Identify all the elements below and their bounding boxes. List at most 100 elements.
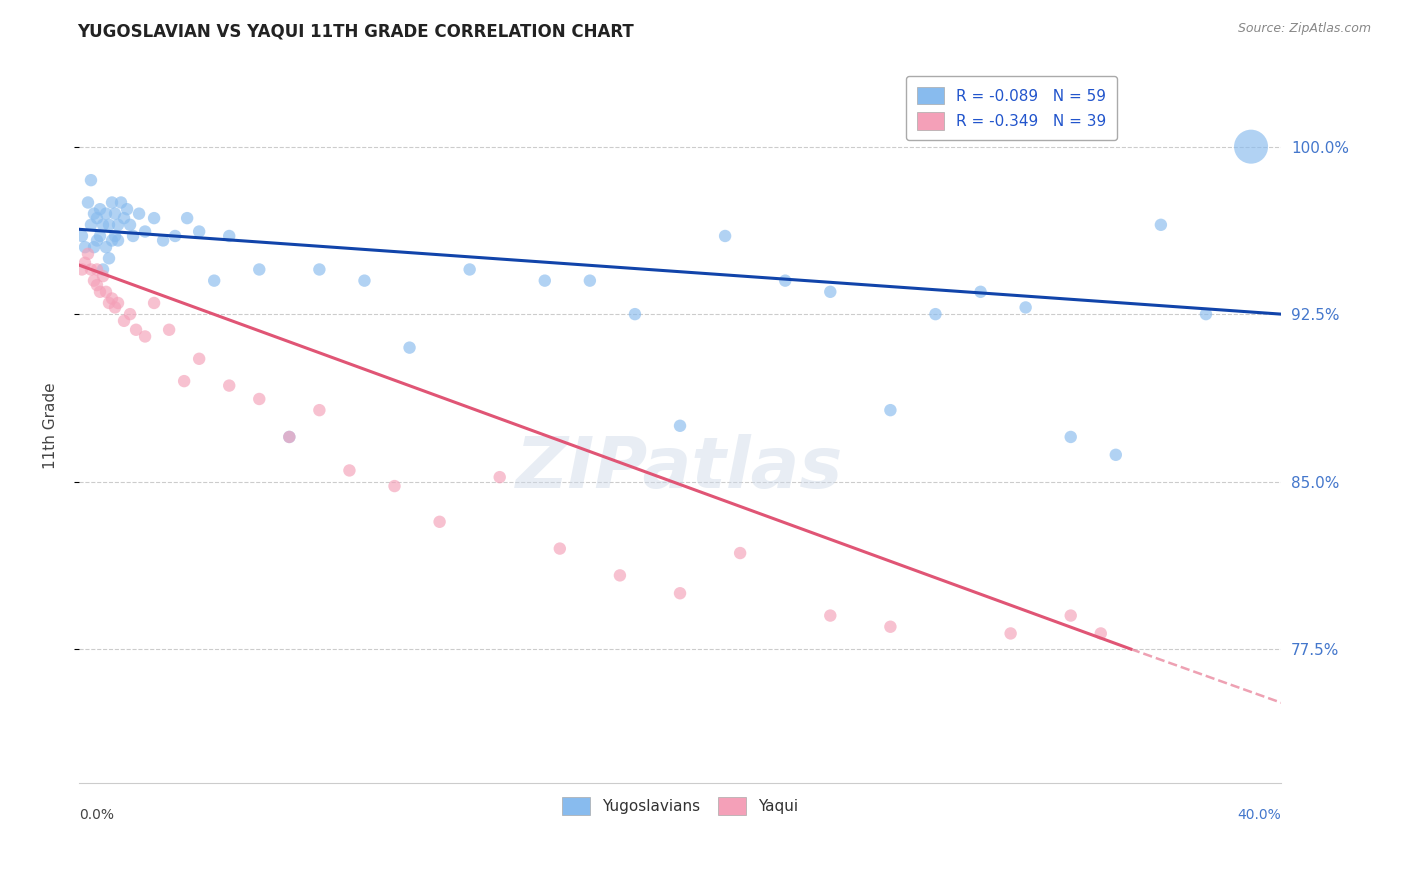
Point bbox=[115, 202, 138, 217]
Point bbox=[398, 341, 420, 355]
Point bbox=[101, 292, 124, 306]
Point bbox=[91, 269, 114, 284]
Point bbox=[714, 229, 737, 244]
Point bbox=[89, 285, 111, 299]
Point bbox=[218, 229, 240, 244]
Point bbox=[89, 229, 111, 244]
Point bbox=[118, 307, 141, 321]
Point bbox=[579, 274, 602, 288]
Point bbox=[1105, 448, 1128, 462]
Point bbox=[80, 218, 103, 232]
Point bbox=[308, 262, 330, 277]
Point bbox=[1060, 608, 1083, 623]
Point bbox=[218, 378, 240, 392]
Point bbox=[624, 307, 647, 321]
Point bbox=[125, 323, 148, 337]
Point bbox=[165, 229, 187, 244]
Point bbox=[202, 274, 225, 288]
Point bbox=[548, 541, 571, 556]
Point bbox=[98, 218, 121, 232]
Point bbox=[879, 403, 901, 417]
Point bbox=[969, 285, 991, 299]
Point bbox=[173, 374, 195, 388]
Point bbox=[112, 314, 135, 328]
Point bbox=[104, 207, 127, 221]
Point bbox=[669, 418, 692, 433]
Point bbox=[98, 296, 121, 310]
Point bbox=[70, 229, 93, 244]
Point bbox=[143, 296, 166, 310]
Point bbox=[89, 202, 111, 217]
Point bbox=[773, 274, 796, 288]
Point bbox=[879, 620, 901, 634]
Point bbox=[820, 608, 842, 623]
Point bbox=[86, 278, 108, 293]
Point bbox=[80, 173, 103, 187]
Point bbox=[107, 218, 129, 232]
Point bbox=[353, 274, 375, 288]
Point bbox=[101, 234, 124, 248]
Point bbox=[278, 430, 301, 444]
Point bbox=[1060, 430, 1083, 444]
Point bbox=[107, 234, 129, 248]
Point bbox=[669, 586, 692, 600]
Point bbox=[134, 225, 156, 239]
Point bbox=[157, 323, 180, 337]
Point bbox=[110, 195, 132, 210]
Point bbox=[94, 240, 117, 254]
Point bbox=[112, 211, 135, 226]
Legend: Yugoslavians, Yaqui: Yugoslavians, Yaqui bbox=[551, 787, 808, 825]
Point bbox=[128, 207, 150, 221]
Text: ZIPatlas: ZIPatlas bbox=[516, 434, 844, 503]
Point bbox=[820, 285, 842, 299]
Point bbox=[86, 234, 108, 248]
Text: 0.0%: 0.0% bbox=[79, 808, 114, 822]
Point bbox=[429, 515, 451, 529]
Point bbox=[83, 274, 105, 288]
Point bbox=[339, 463, 361, 477]
Point bbox=[107, 296, 129, 310]
Point bbox=[104, 229, 127, 244]
Point bbox=[70, 262, 93, 277]
Point bbox=[91, 262, 114, 277]
Point bbox=[98, 252, 121, 266]
Point bbox=[488, 470, 510, 484]
Point bbox=[533, 274, 555, 288]
Text: YUGOSLAVIAN VS YAQUI 11TH GRADE CORRELATION CHART: YUGOSLAVIAN VS YAQUI 11TH GRADE CORRELAT… bbox=[77, 22, 634, 40]
Y-axis label: 11th Grade: 11th Grade bbox=[44, 383, 58, 469]
Point bbox=[308, 403, 330, 417]
Point bbox=[1240, 139, 1263, 153]
Point bbox=[188, 351, 211, 366]
Point bbox=[122, 229, 145, 244]
Point bbox=[101, 195, 124, 210]
Point bbox=[94, 285, 117, 299]
Text: Source: ZipAtlas.com: Source: ZipAtlas.com bbox=[1237, 22, 1371, 36]
Point bbox=[609, 568, 631, 582]
Point bbox=[1014, 301, 1036, 315]
Point bbox=[728, 546, 751, 560]
Point bbox=[104, 301, 127, 315]
Point bbox=[247, 262, 270, 277]
Point bbox=[384, 479, 406, 493]
Point bbox=[73, 240, 96, 254]
Point bbox=[924, 307, 946, 321]
Point bbox=[77, 195, 100, 210]
Point bbox=[176, 211, 198, 226]
Point bbox=[1150, 218, 1173, 232]
Point bbox=[83, 240, 105, 254]
Point bbox=[86, 262, 108, 277]
Point bbox=[1090, 626, 1112, 640]
Point bbox=[77, 247, 100, 261]
Point bbox=[91, 218, 114, 232]
Point bbox=[118, 218, 141, 232]
Point bbox=[1195, 307, 1218, 321]
Point bbox=[80, 262, 103, 277]
Point bbox=[86, 211, 108, 226]
Point bbox=[83, 207, 105, 221]
Point bbox=[152, 234, 174, 248]
Point bbox=[278, 430, 301, 444]
Point bbox=[458, 262, 481, 277]
Point bbox=[247, 392, 270, 406]
Point bbox=[94, 207, 117, 221]
Text: 40.0%: 40.0% bbox=[1237, 808, 1281, 822]
